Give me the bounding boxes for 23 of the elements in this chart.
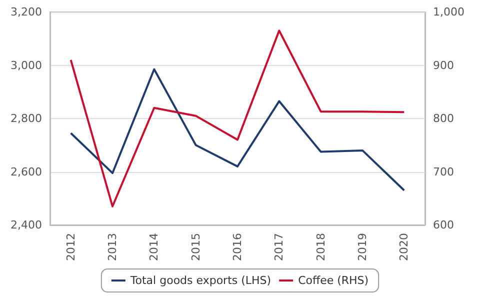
line-series (70, 30, 406, 208)
x-tick-label: 2019 (356, 233, 369, 261)
line-series (70, 68, 406, 192)
y-tick-label: 3,000 (10, 58, 42, 72)
y2-tick-label: 800 (433, 112, 454, 125)
y-tick-label: 2,400 (10, 218, 42, 232)
x-tick-label: 2016 (231, 233, 244, 261)
y2-tick-label: 700 (433, 165, 454, 178)
x-tick-label: 2017 (272, 233, 286, 261)
legend-label: Coffee (RHS) (298, 274, 369, 287)
x-tick-label: 2013 (106, 233, 119, 261)
y2-tick-label: 1,000 (433, 6, 464, 18)
y-tick-label: 2,600 (10, 165, 42, 178)
x-tick-label: 2012 (64, 233, 78, 261)
y-tick-label: 2,800 (10, 112, 42, 125)
x-tick-label: 2015 (189, 233, 202, 261)
y2-tick-label: 900 (433, 58, 454, 72)
x-tick-label: 2014 (148, 233, 161, 261)
x-tick-label: 2020 (398, 233, 411, 261)
y2-tick-label: 600 (433, 218, 454, 232)
legend-label: Total goods exports (LHS) (129, 274, 272, 287)
x-tick-label: 2018 (314, 233, 328, 261)
y-tick-label: 3,200 (10, 6, 42, 18)
